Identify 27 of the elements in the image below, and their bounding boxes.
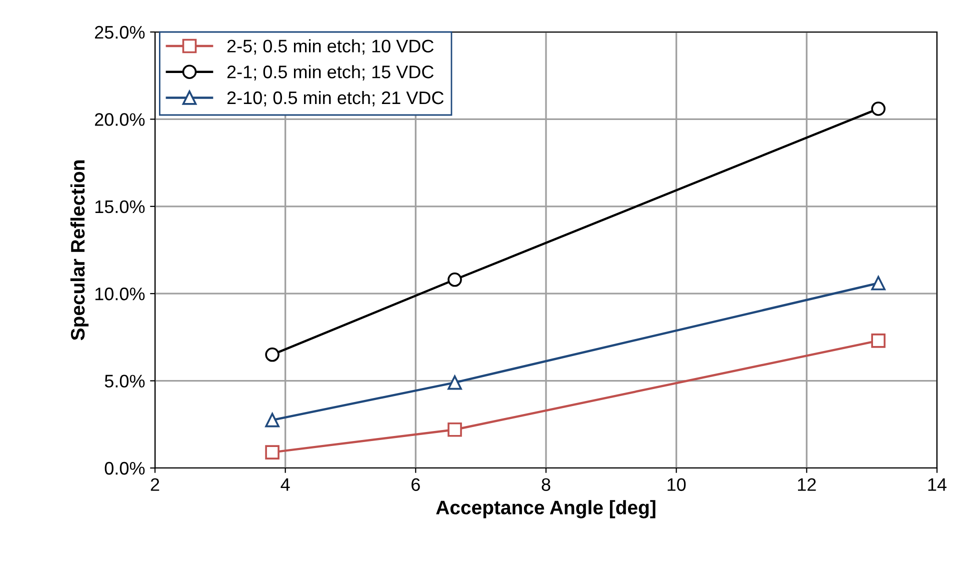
legend-label: 2-10; 0.5 min etch; 21 VDC xyxy=(227,90,444,106)
y-tick-label: 25.0% xyxy=(94,26,145,39)
point xyxy=(871,276,886,290)
y-tick-label: 20.0% xyxy=(94,113,145,126)
point xyxy=(448,375,462,390)
point xyxy=(448,422,462,437)
point xyxy=(265,445,280,460)
x-tick-label: 6 xyxy=(412,478,420,491)
y-axis-title: Specular Reflection xyxy=(70,160,89,340)
x-tick-label: 14 xyxy=(928,478,947,491)
y-tick-label: 10.0% xyxy=(95,288,145,300)
legend-label: 2-1; 0.5 min etch; 15 VDC xyxy=(227,65,434,80)
x-tick-label: 12 xyxy=(798,478,816,491)
x-tick-label: 10 xyxy=(668,478,686,491)
y-tick-label: 5.0% xyxy=(104,374,145,388)
x-tick-label: 8 xyxy=(542,478,550,491)
legend-label: 2-5; 0.5 min etch; 10 VDC xyxy=(227,39,434,55)
x-axis-title: Acceptance Angle [deg] xyxy=(436,500,656,518)
point xyxy=(265,347,280,362)
y-tick-label: 15.0% xyxy=(95,200,145,214)
x-tick-label: 2 xyxy=(150,478,160,491)
point xyxy=(265,412,280,428)
point xyxy=(871,334,886,348)
y-tick-label: 0.0% xyxy=(104,462,145,475)
point xyxy=(871,102,886,116)
x-tick-label: 4 xyxy=(280,478,290,491)
point xyxy=(448,272,462,287)
